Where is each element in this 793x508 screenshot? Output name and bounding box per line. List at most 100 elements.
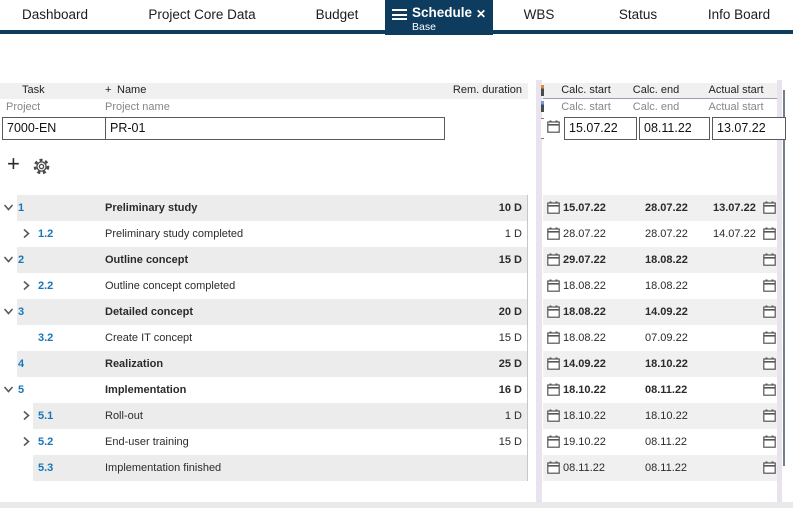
calendar-icon[interactable] bbox=[547, 461, 560, 477]
task-number[interactable]: 1 bbox=[18, 202, 25, 214]
expand-icon[interactable] bbox=[21, 436, 32, 450]
calendar-icon[interactable] bbox=[763, 305, 776, 321]
calendar-icon[interactable] bbox=[763, 253, 776, 269]
calendar-icon[interactable] bbox=[763, 435, 776, 451]
calendar-icon[interactable] bbox=[547, 120, 560, 138]
task-number[interactable]: 2.2 bbox=[38, 280, 54, 292]
calc-start-date[interactable]: 29.07.22 bbox=[563, 254, 606, 266]
gear-icon[interactable] bbox=[32, 157, 51, 181]
col-header-name[interactable]: Name bbox=[117, 84, 147, 96]
actual-start-input[interactable]: 13.07.22 bbox=[712, 117, 786, 140]
calendar-icon[interactable] bbox=[763, 461, 776, 477]
actual-start-date[interactable]: 13.07.22 bbox=[713, 202, 756, 214]
calendar-icon[interactable] bbox=[763, 279, 776, 295]
project-name-input[interactable]: PR-01 bbox=[110, 121, 146, 135]
task-row[interactable]: 2.2 Outline concept completed 18.08.22 18.0… bbox=[0, 273, 793, 299]
calc-start-date[interactable]: 18.08.22 bbox=[563, 306, 606, 318]
task-name[interactable]: Preliminary study bbox=[105, 202, 198, 214]
expand-icon[interactable] bbox=[21, 280, 32, 294]
calc-end-date[interactable]: 08.11.22 bbox=[645, 384, 688, 396]
task-name[interactable]: Create IT concept bbox=[105, 332, 193, 344]
horizontal-scrollbar[interactable] bbox=[0, 502, 793, 508]
calc-start-date[interactable]: 18.10.22 bbox=[563, 410, 606, 422]
hamburger-menu-icon[interactable] bbox=[392, 9, 407, 21]
add-column-icon[interactable]: + bbox=[105, 84, 112, 96]
calc-end-date[interactable]: 08.11.22 bbox=[645, 462, 688, 474]
task-row[interactable]: 4 Realization 25 D 14.09.22 18.10.22 bbox=[0, 351, 793, 377]
calendar-icon[interactable] bbox=[547, 435, 560, 451]
tab-status[interactable]: Status bbox=[618, 7, 658, 22]
tab-dashboard[interactable]: Dashboard bbox=[21, 7, 89, 22]
calc-start-date[interactable]: 18.10.22 bbox=[563, 384, 606, 396]
task-row[interactable]: 1.2 Preliminary study completed 1 D 28.07.2… bbox=[0, 221, 793, 247]
col-header-task[interactable]: Task bbox=[22, 84, 45, 96]
calc-start-date[interactable]: 19.10.22 bbox=[563, 436, 606, 448]
calc-start-date[interactable]: 14.09.22 bbox=[563, 358, 606, 370]
calendar-icon[interactable] bbox=[547, 279, 560, 295]
calc-end-date[interactable]: 08.11.22 bbox=[645, 436, 688, 448]
calendar-icon[interactable] bbox=[763, 331, 776, 347]
task-number[interactable]: 5.1 bbox=[38, 410, 54, 422]
task-number[interactable]: 1.2 bbox=[38, 228, 54, 240]
task-row[interactable]: 5.1 Roll-out 1 D 18.10.22 18.10.22 bbox=[0, 403, 793, 429]
col-header-calc-start[interactable]: Calc. start bbox=[561, 84, 611, 96]
calendar-icon[interactable] bbox=[547, 331, 560, 347]
task-number[interactable]: 5 bbox=[18, 384, 25, 396]
task-number[interactable]: 4 bbox=[18, 358, 25, 370]
calendar-icon[interactable] bbox=[547, 227, 560, 243]
task-name[interactable]: Realization bbox=[105, 358, 164, 370]
task-name[interactable]: Detailed concept bbox=[105, 306, 194, 318]
calc-end-date[interactable]: 07.09.22 bbox=[645, 332, 688, 344]
task-name[interactable]: Implementation finished bbox=[105, 462, 222, 474]
calc-end-date[interactable]: 18.10.22 bbox=[645, 358, 688, 370]
task-name[interactable]: Roll-out bbox=[105, 410, 143, 422]
task-row[interactable]: 1 Preliminary study 10 D 15.07.22 28.07.22 13… bbox=[0, 195, 793, 221]
task-name[interactable]: Outline concept bbox=[105, 254, 189, 266]
calc-end-date[interactable]: 14.09.22 bbox=[645, 306, 688, 318]
task-row[interactable]: 3 Detailed concept 20 D 18.08.22 14.09.22 bbox=[0, 299, 793, 325]
task-row[interactable]: 5.3 Implementation finished 08.11.22 08.11.… bbox=[0, 455, 793, 481]
calendar-icon[interactable] bbox=[763, 409, 776, 425]
tab-schedule-active[interactable]: Schedule ✕ Base bbox=[385, 0, 493, 35]
calc-end-input[interactable]: 08.11.22 bbox=[639, 117, 710, 140]
calc-start-date[interactable]: 28.07.22 bbox=[563, 228, 606, 240]
task-name[interactable]: Outline concept completed bbox=[105, 280, 236, 292]
calc-start-date[interactable]: 18.08.22 bbox=[563, 332, 606, 344]
collapse-icon[interactable] bbox=[3, 384, 14, 398]
calendar-icon[interactable] bbox=[547, 357, 560, 373]
task-name[interactable]: Preliminary study completed bbox=[105, 228, 244, 240]
pane-splitter[interactable] bbox=[536, 80, 542, 508]
tab-info-board[interactable]: Info Board bbox=[707, 7, 771, 22]
calendar-icon[interactable] bbox=[547, 409, 560, 425]
tab-budget[interactable]: Budget bbox=[315, 7, 359, 22]
task-number[interactable]: 5.3 bbox=[38, 462, 54, 474]
calc-end-date[interactable]: 28.07.22 bbox=[645, 228, 688, 240]
collapse-icon[interactable] bbox=[3, 306, 14, 320]
task-number[interactable]: 3 bbox=[18, 306, 25, 318]
calendar-icon[interactable] bbox=[547, 383, 560, 399]
col-header-rem-duration[interactable]: Rem. duration bbox=[452, 84, 522, 96]
calendar-icon[interactable] bbox=[763, 357, 776, 373]
calc-end-date[interactable]: 18.10.22 bbox=[645, 410, 688, 422]
col-header-calc-end[interactable]: Calc. end bbox=[632, 84, 680, 96]
calc-end-date[interactable]: 18.08.22 bbox=[645, 254, 688, 266]
calc-start-date[interactable]: 08.11.22 bbox=[563, 462, 606, 474]
task-name[interactable]: End-user training bbox=[105, 436, 189, 448]
vertical-scrollbar[interactable] bbox=[783, 90, 785, 466]
expand-icon[interactable] bbox=[21, 228, 32, 242]
collapse-icon[interactable] bbox=[3, 202, 14, 216]
task-name[interactable]: Implementation bbox=[105, 384, 187, 396]
expand-icon[interactable] bbox=[21, 410, 32, 424]
tab-project-core-data[interactable]: Project Core Data bbox=[148, 7, 256, 22]
calendar-icon[interactable] bbox=[763, 383, 776, 399]
close-tab-icon[interactable]: ✕ bbox=[475, 7, 486, 21]
calc-start-input[interactable]: 15.07.22 bbox=[564, 117, 637, 140]
calendar-icon[interactable] bbox=[547, 253, 560, 269]
calendar-icon[interactable] bbox=[547, 201, 560, 217]
calendar-icon[interactable] bbox=[763, 227, 776, 243]
task-row[interactable]: 3.2 Create IT concept 15 D 18.08.22 07.09.22 bbox=[0, 325, 793, 351]
calc-start-date[interactable]: 18.08.22 bbox=[563, 280, 606, 292]
task-row[interactable]: 5 Implementation 16 D 18.10.22 08.11.22 bbox=[0, 377, 793, 403]
task-number[interactable]: 2 bbox=[18, 254, 25, 266]
collapse-icon[interactable] bbox=[3, 254, 14, 268]
